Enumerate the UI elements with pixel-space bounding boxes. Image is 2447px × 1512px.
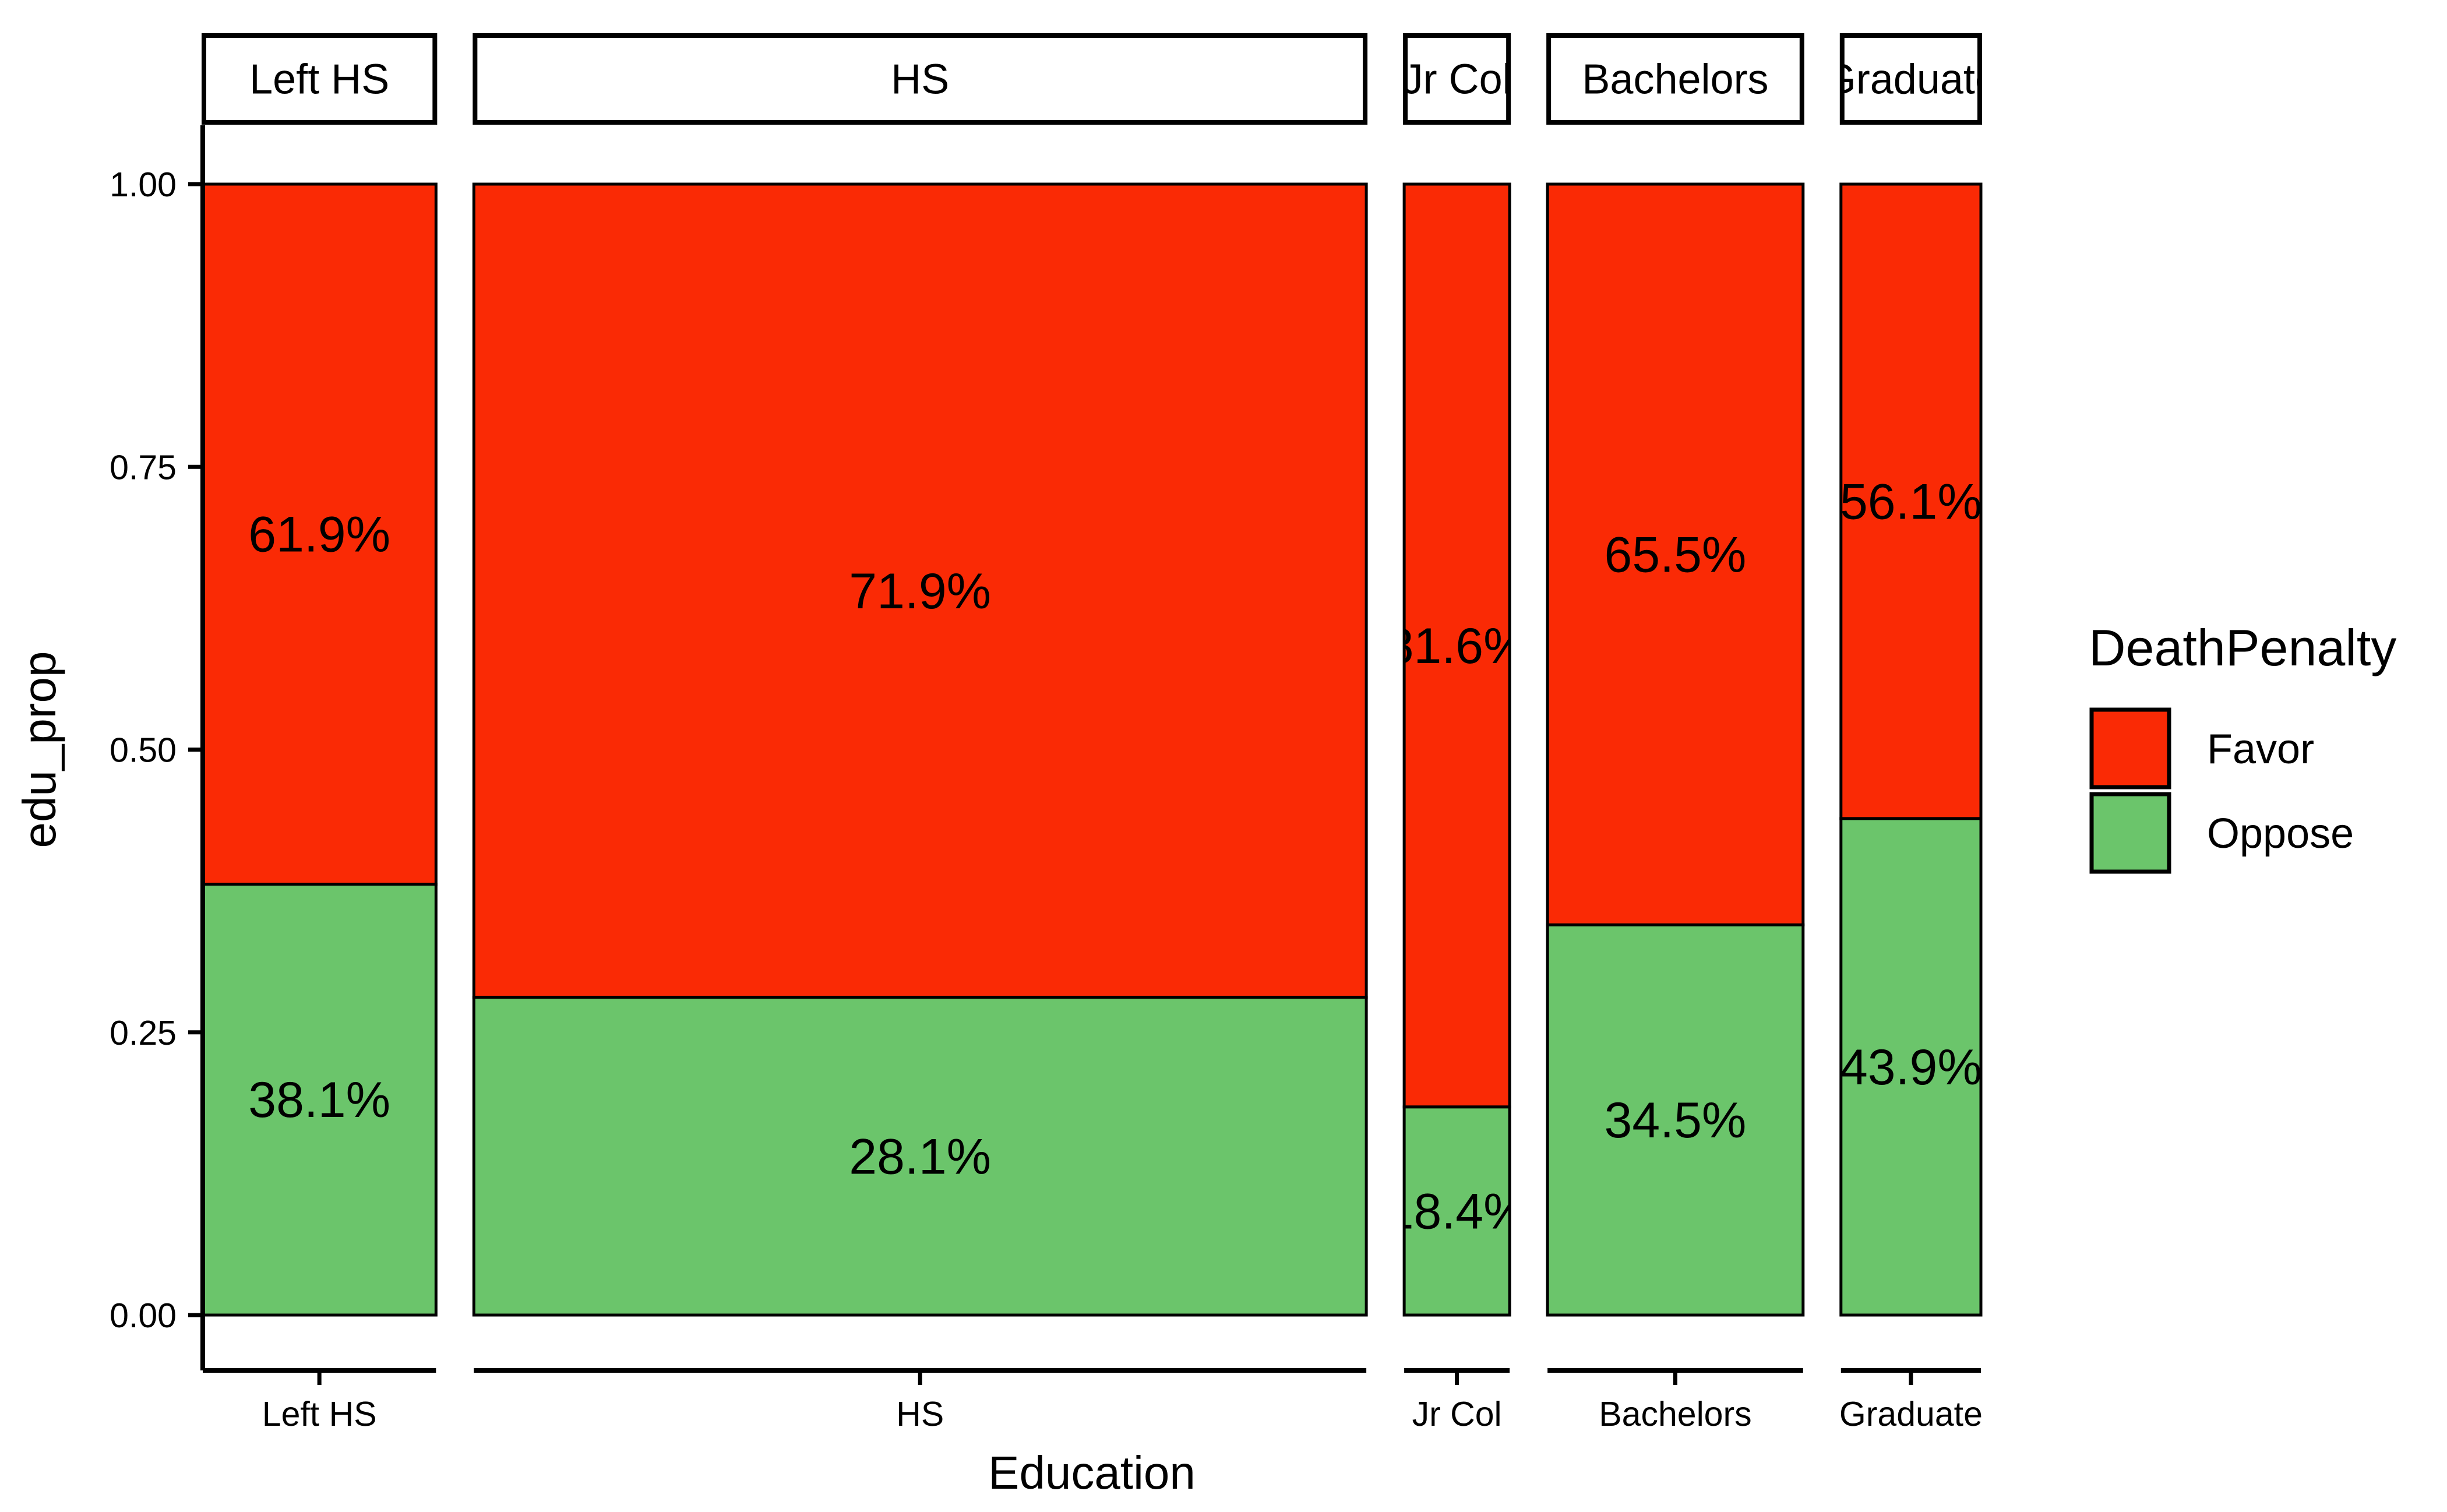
strip-label-bachelors: Bachelors [1582, 57, 1768, 103]
value-label-favor-left-hs: 61.9% [248, 507, 390, 563]
bar-oppose-graduate [1839, 817, 1983, 1317]
x-tick-label-bachelors: Bachelors [1599, 1395, 1751, 1433]
legend: DeathPenalty Favor Oppose [2089, 619, 2396, 874]
legend-items: Favor Oppose [2089, 707, 2354, 874]
strip-box-left-hs [202, 33, 438, 125]
value-label-favor-hs: 71.9% [849, 563, 991, 619]
y-tick-label: 0.25 [110, 1014, 177, 1052]
facet-graduate: Graduate 56.1% 43.9% Graduate [1824, 33, 1998, 1433]
bar-favor-hs [472, 182, 1368, 999]
facet-left-hs: Left HS 61.9% 38.1% Left HS [201, 33, 438, 1433]
facet-hs: HS 71.9% 28.1% HS [472, 33, 1368, 1433]
strip-box-hs [473, 33, 1368, 125]
value-label-favor-graduate: 56.1% [1840, 474, 1982, 530]
legend-swatch-oppose [2089, 792, 2171, 874]
strip-box-bachelors [1546, 33, 1804, 125]
legend-label-favor: Favor [2207, 726, 2314, 773]
facet-panels: Left HS 61.9% 38.1% Left HS HS 71.9% 28.1% HS Jr… [201, 33, 1998, 1433]
bar-favor-bachelors [1546, 182, 1805, 926]
x-axis-title: Education [988, 1447, 1196, 1499]
bar-favor-graduate [1839, 182, 1983, 820]
facet-bachelors: Bachelors 65.5% 34.5% Bachelors [1546, 33, 1805, 1433]
strip-box-jr-col [1403, 33, 1511, 125]
y-axis-title: edu_prop [13, 651, 65, 848]
legend-title: DeathPenalty [2089, 619, 2396, 676]
strip-label-left-hs: Left HS [249, 57, 389, 103]
y-tick-label: 0.50 [110, 731, 177, 770]
value-label-oppose-hs: 28.1% [849, 1129, 991, 1185]
value-label-oppose-graduate: 43.9% [1840, 1039, 1982, 1095]
value-label-oppose-jr-col: 18.4% [1386, 1183, 1528, 1239]
x-tick-label-jr-col: Jr Col [1412, 1395, 1502, 1433]
y-tick-label: 1.00 [110, 165, 177, 204]
value-label-oppose-left-hs: 38.1% [248, 1072, 390, 1128]
facet-jr-col: Jr Col 81.6% 18.4% Jr Col [1386, 33, 1528, 1433]
y-tick-label: 0.00 [110, 1296, 177, 1335]
strip-label-hs: HS [891, 57, 949, 103]
bar-favor-jr-col [1402, 182, 1511, 1109]
y-axis: 0.00 0.25 0.50 0.75 1.00 [110, 125, 205, 1370]
bar-oppose-left-hs [201, 882, 438, 1317]
value-label-oppose-bachelors: 34.5% [1605, 1092, 1747, 1148]
legend-swatch-favor [2089, 707, 2171, 790]
bar-favor-left-hs [201, 182, 438, 886]
x-tick-label-left-hs: Left HS [262, 1395, 377, 1433]
strip-box-graduate [1839, 33, 1982, 125]
strip-label-jr-col: Jr Col [1402, 57, 1512, 103]
bar-oppose-bachelors [1546, 923, 1805, 1317]
bar-oppose-hs [472, 996, 1368, 1317]
strip-label-graduate: Graduate [1824, 57, 1998, 103]
bar-oppose-jr-col [1402, 1105, 1511, 1317]
legend-label-oppose: Oppose [2207, 810, 2354, 857]
x-tick-label-hs: HS [896, 1395, 944, 1433]
value-label-favor-jr-col: 81.6% [1386, 618, 1528, 674]
x-tick-label-graduate: Graduate [1839, 1395, 1983, 1433]
value-label-favor-bachelors: 65.5% [1605, 527, 1747, 583]
y-tick-label: 0.75 [110, 448, 177, 487]
